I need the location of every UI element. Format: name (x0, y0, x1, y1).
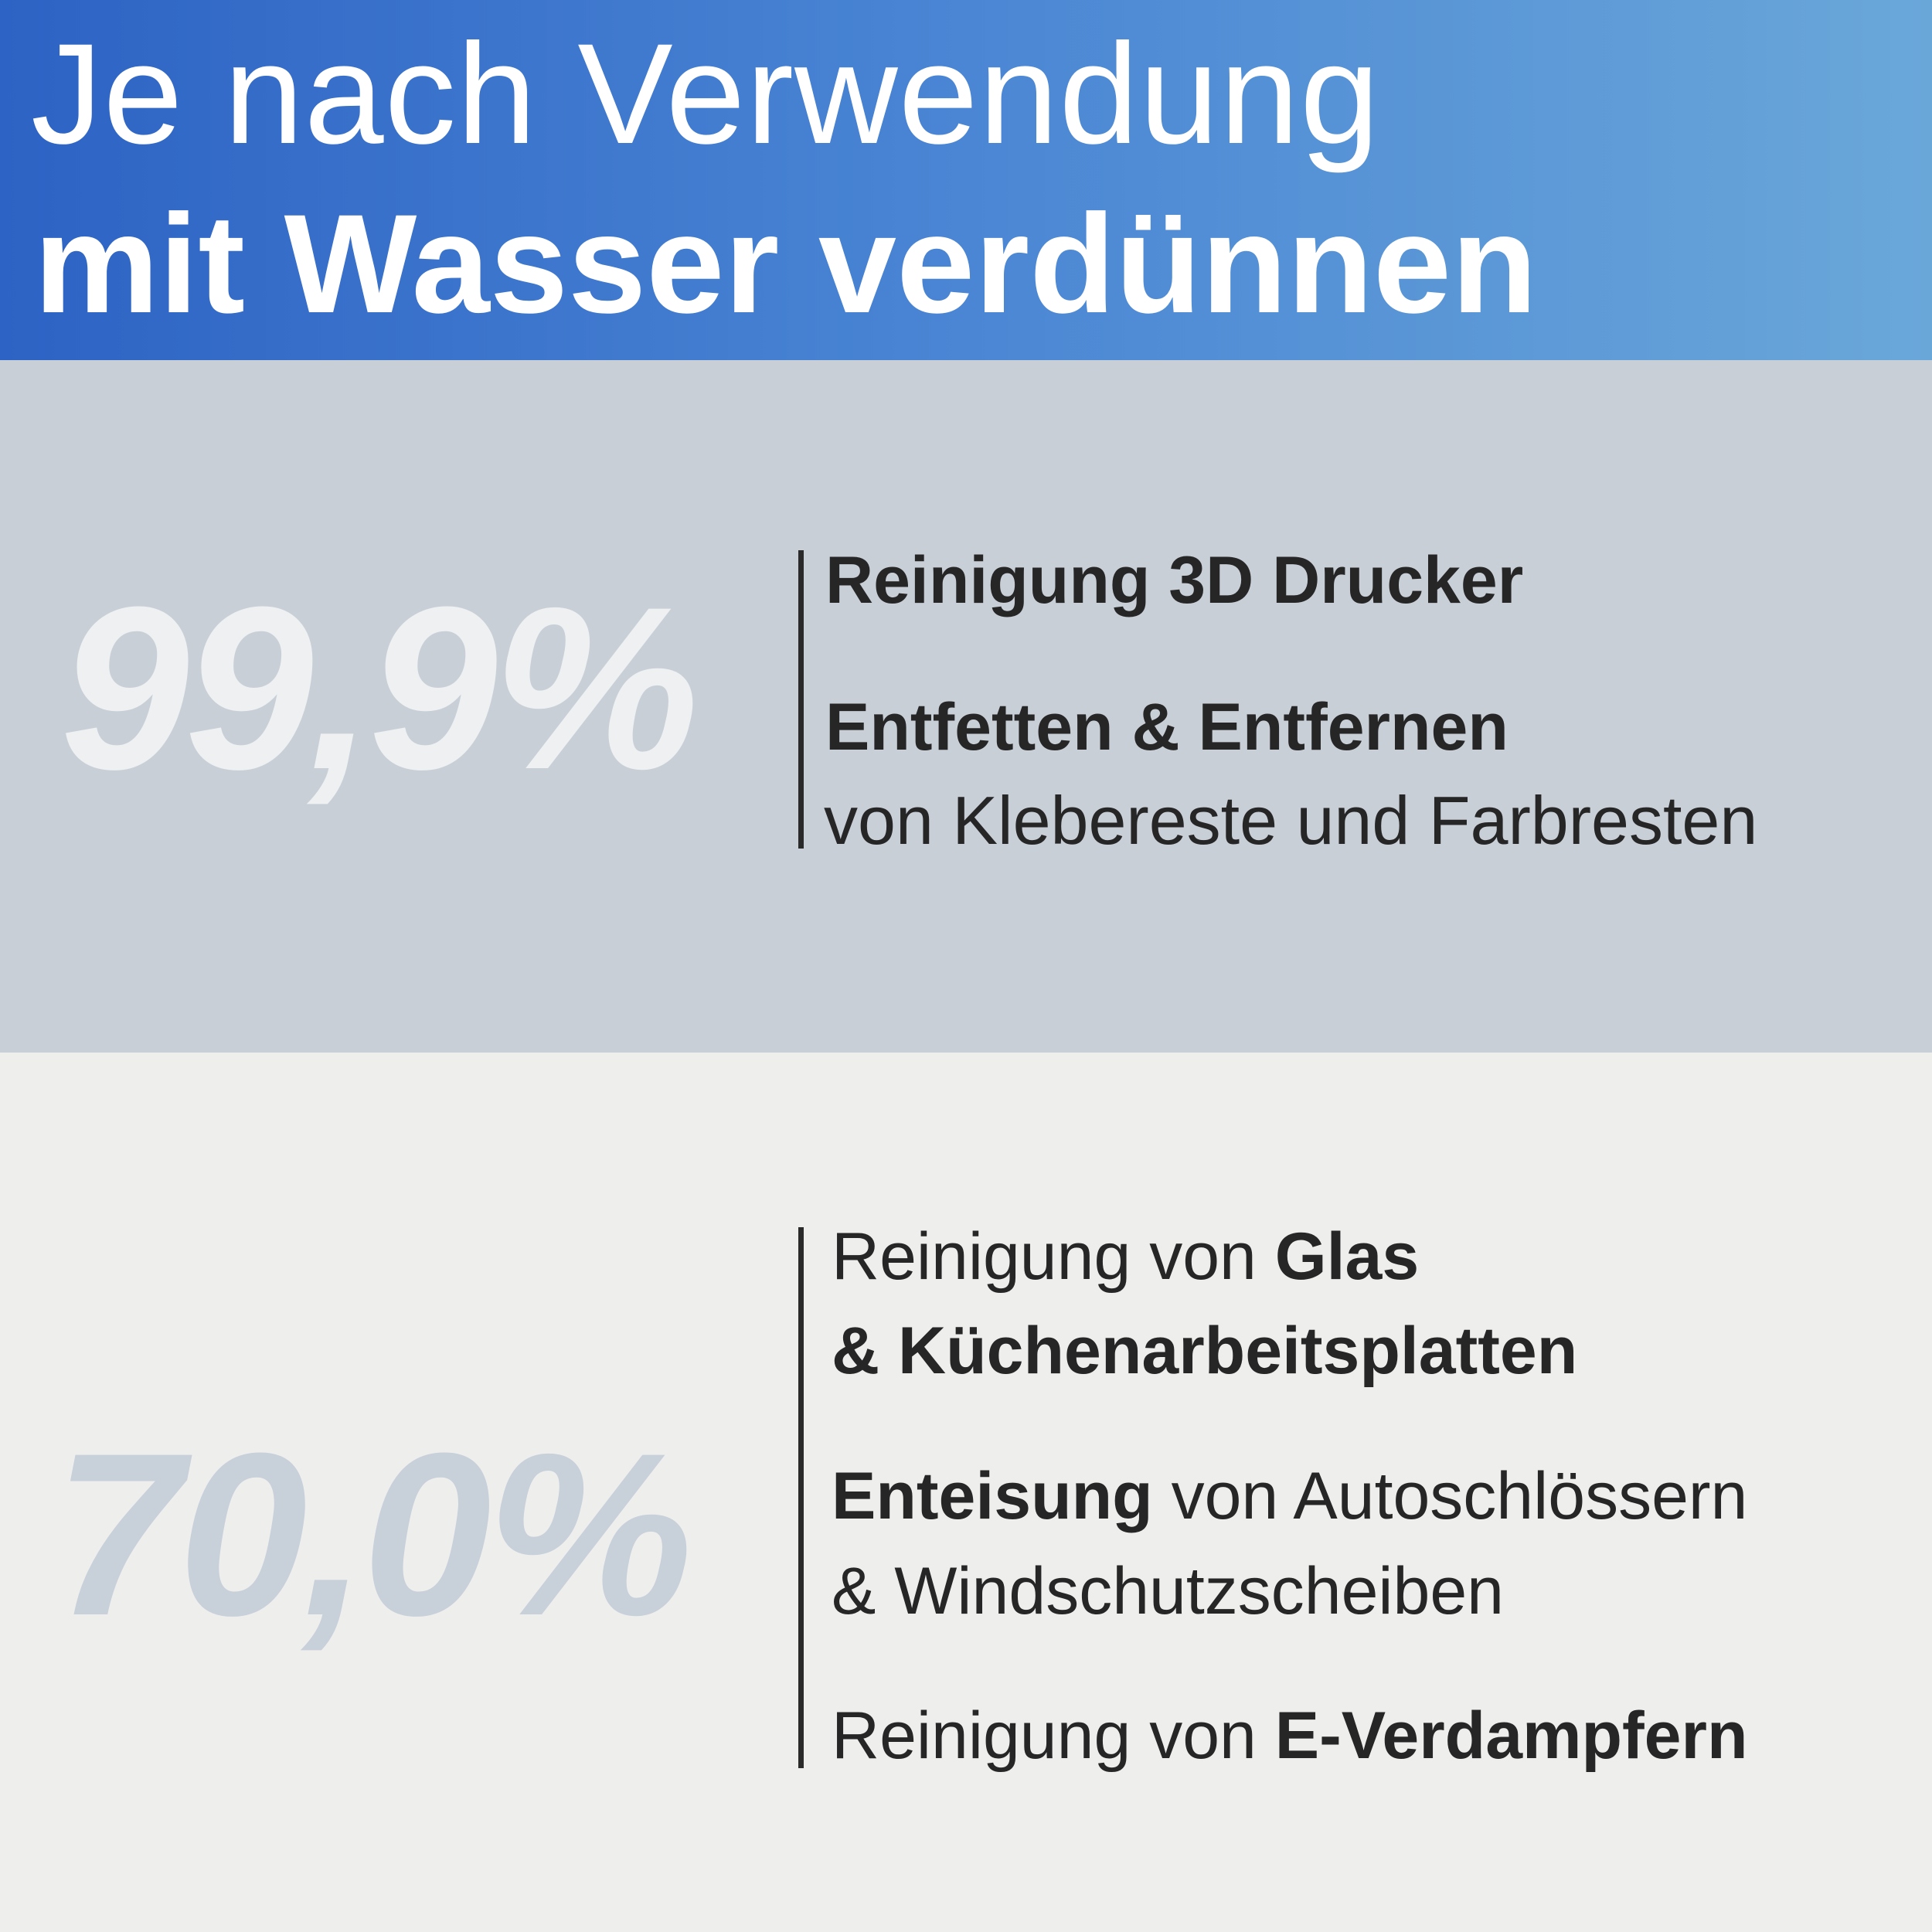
use-e-vaporizer-cleaning: Reinigung von E-Verdampfern (832, 1702, 1748, 1769)
use-degreasing-detail: von Klebereste und Farbresten (824, 782, 1758, 859)
title-line-1: Je nach Verwendung (31, 15, 1380, 174)
header-banner: Je nach Verwendung mit Wasser verdünnen (0, 0, 1932, 360)
use-glass-cleaning-bold: Glas (1274, 1219, 1420, 1294)
section-700-background (0, 1053, 1932, 1932)
use-glass-cleaning-prefix: Reinigung von (832, 1219, 1275, 1294)
use-deicing-rest: von Autoschlössern (1152, 1459, 1748, 1533)
use-glass-cleaning: Reinigung von Glas (832, 1223, 1419, 1290)
use-e-vaporizer-prefix: Reinigung von (832, 1699, 1275, 1773)
use-3d-printer-cleaning: Reinigung 3D Drucker (825, 543, 1524, 617)
percentage-999: 99,9% (60, 558, 699, 818)
use-deicing-bold: Enteisung (832, 1459, 1153, 1533)
title-line-2: mit Wasser verdünnen (34, 185, 1538, 342)
use-windshields: & Windschutzscheiben (832, 1554, 1504, 1628)
divider-bar-2 (798, 1227, 804, 1768)
use-kitchen-countertops: & Küchenarbeitsplatten (832, 1314, 1578, 1388)
section-999-background (0, 360, 1932, 1053)
use-e-vaporizer-bold: E-Verdampfern (1274, 1699, 1748, 1773)
divider-bar-1 (798, 550, 804, 849)
percentage-700: 70,0% (54, 1404, 693, 1664)
use-deicing: Enteisung von Autoschlössern (832, 1463, 1747, 1529)
use-degreasing: Entfetten & Entfernen (825, 690, 1509, 764)
